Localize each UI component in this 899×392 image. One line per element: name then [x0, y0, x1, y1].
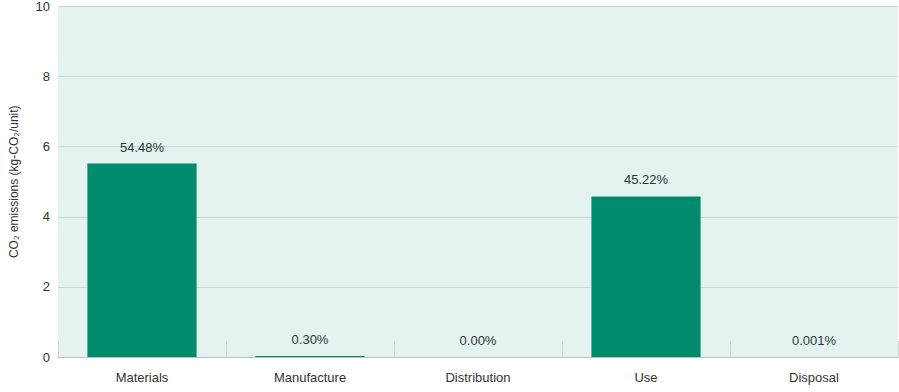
svg-text:2: 2 [43, 279, 50, 294]
svg-text:Manufacture: Manufacture [274, 370, 346, 385]
svg-text:Use: Use [634, 370, 657, 385]
svg-text:0.30%: 0.30% [292, 332, 329, 347]
svg-text:4: 4 [43, 209, 50, 224]
svg-text:Materials: Materials [116, 370, 169, 385]
svg-text:10: 10 [36, 0, 50, 14]
svg-text:0: 0 [43, 350, 50, 365]
svg-text:6: 6 [43, 139, 50, 154]
svg-text:CO₂ emissions (kg-CO₂/unit): CO₂ emissions (kg-CO₂/unit) [7, 105, 21, 258]
svg-text:54.48%: 54.48% [120, 140, 165, 155]
svg-text:0.001%: 0.001% [792, 333, 837, 348]
svg-text:8: 8 [43, 69, 50, 84]
svg-text:Distribution: Distribution [445, 370, 510, 385]
svg-text:45.22%: 45.22% [624, 172, 669, 187]
svg-text:Disposal: Disposal [789, 370, 839, 385]
svg-text:0.00%: 0.00% [460, 333, 497, 348]
